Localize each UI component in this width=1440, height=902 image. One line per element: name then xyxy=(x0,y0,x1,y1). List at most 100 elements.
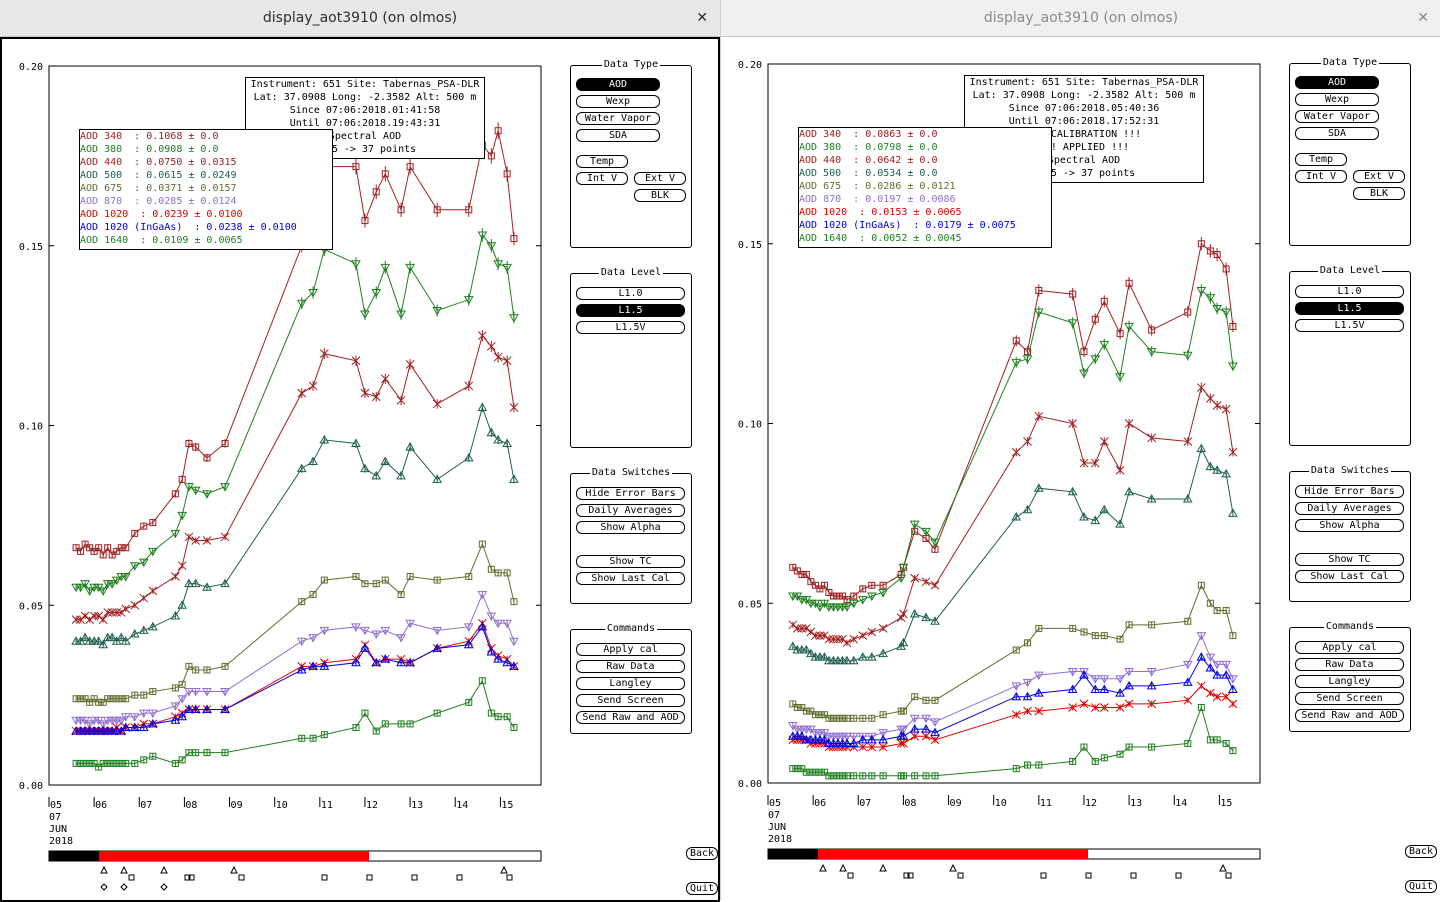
data-point xyxy=(857,732,868,742)
data-point xyxy=(1222,739,1230,747)
button-water-vapor[interactable]: Water Vapor xyxy=(1295,110,1379,123)
button-raw-data[interactable]: Raw Data xyxy=(1295,658,1404,671)
button-int-v[interactable]: Int V xyxy=(1295,170,1347,183)
close-icon[interactable]: ✕ xyxy=(1417,10,1429,26)
button-hide-error-bars[interactable]: Hide Error Bars xyxy=(1295,485,1404,498)
data-point xyxy=(502,356,512,366)
back-button[interactable]: Back xyxy=(1405,845,1437,858)
data-point xyxy=(494,713,502,721)
button-l1-5[interactable]: L1.5 xyxy=(1295,302,1404,315)
button-hide-error-bars[interactable]: Hide Error Bars xyxy=(576,487,685,500)
window-content: 0.00 0.05 0.10 0.15 0.20 05 06 07 08 09 10 11 12 13 14… xyxy=(0,37,720,902)
y-tick-label: 0.00 xyxy=(19,781,43,792)
x-tick-label: 09 xyxy=(950,798,962,809)
legend-entry: AOD 440 : 0.0750 ± 0.0315 xyxy=(80,157,237,168)
data-point xyxy=(104,759,112,767)
data-point xyxy=(850,592,858,600)
data-point xyxy=(371,657,382,667)
button-apply-cal[interactable]: Apply cal xyxy=(1295,641,1404,654)
data-point xyxy=(849,634,859,644)
data-point xyxy=(1205,393,1215,403)
data-point xyxy=(792,624,802,633)
data-point xyxy=(1205,461,1216,471)
button-l1-5[interactable]: L1.5 xyxy=(576,304,685,317)
window-title: display_aot3910 (on olmos) xyxy=(262,10,458,26)
data-point xyxy=(1079,670,1089,679)
series-line xyxy=(76,233,515,592)
close-icon[interactable]: ✕ xyxy=(696,10,708,26)
back-button[interactable]: Back xyxy=(686,847,718,860)
button-show-tc[interactable]: Show TC xyxy=(576,555,685,568)
data-point xyxy=(93,636,104,645)
button-apply-cal[interactable]: Apply cal xyxy=(576,643,685,656)
button-l1-0[interactable]: L1.0 xyxy=(1295,285,1404,298)
data-point xyxy=(850,772,858,780)
quit-button[interactable]: Quit xyxy=(686,882,718,895)
legend-entry: AOD 1640 : 0.0109 ± 0.0065 xyxy=(80,235,243,246)
series-line xyxy=(792,685,1234,748)
button-send-screen[interactable]: Send Screen xyxy=(576,694,685,707)
button-langley[interactable]: Langley xyxy=(1295,675,1404,688)
button-ext-v[interactable]: Ext V xyxy=(1353,170,1405,183)
button-l1-5v[interactable]: L1.5V xyxy=(1295,319,1404,332)
button-langley[interactable]: Langley xyxy=(576,677,685,690)
quit-button[interactable]: Quit xyxy=(1405,880,1437,893)
data-point xyxy=(477,590,488,600)
data-point xyxy=(1091,757,1099,765)
button-sda[interactable]: SDA xyxy=(1295,127,1379,140)
button-water-vapor[interactable]: Water Vapor xyxy=(576,112,660,125)
data-point xyxy=(848,732,859,742)
data-point xyxy=(878,742,888,752)
legend-entry: AOD 440 : 0.0642 ± 0.0 xyxy=(799,155,938,166)
button-daily-averages[interactable]: Daily Averages xyxy=(576,504,685,517)
button-aod[interactable]: AOD xyxy=(576,78,660,91)
data-point xyxy=(1213,606,1221,614)
data-point xyxy=(838,714,846,722)
button-send-raw-and-aod[interactable]: Send Raw and AOD xyxy=(576,711,685,724)
button-show-tc[interactable]: Show TC xyxy=(1295,553,1404,566)
data-point xyxy=(202,490,212,499)
window-titlebar[interactable]: display_aot3910 (on olmos) ✕ xyxy=(0,0,720,37)
panel-title: Data Switches xyxy=(571,467,691,479)
series-aod-500 xyxy=(71,402,519,649)
button-temp[interactable]: Temp xyxy=(1295,153,1347,166)
button-l1-0[interactable]: L1.0 xyxy=(576,287,685,300)
data-point xyxy=(116,608,126,617)
button-raw-data[interactable]: Raw Data xyxy=(576,660,685,673)
button-temp[interactable]: Temp xyxy=(576,155,628,168)
data-point xyxy=(112,608,122,617)
data-point xyxy=(192,443,200,451)
aod-chart: 0.00 0.05 0.10 0.15 0.20 05 06 07 08 09 10 11 12 13 14… xyxy=(19,62,542,891)
button-ext-v[interactable]: Ext V xyxy=(634,172,686,185)
button-show-alpha[interactable]: Show Alpha xyxy=(576,521,685,534)
button-wexp[interactable]: Wexp xyxy=(576,95,660,108)
button-aod[interactable]: AOD xyxy=(1295,76,1379,89)
button-int-v[interactable]: Int V xyxy=(576,172,628,185)
button-send-raw-and-aod[interactable]: Send Raw and AOD xyxy=(1295,709,1404,722)
data-point xyxy=(820,581,828,589)
button-send-screen[interactable]: Send Screen xyxy=(1295,692,1404,705)
button-blk[interactable]: BLK xyxy=(634,189,686,202)
window-titlebar[interactable]: display_aot3910 (on olmos) ✕ xyxy=(721,0,1440,37)
button-blk[interactable]: BLK xyxy=(1353,187,1405,200)
data-point xyxy=(185,662,193,670)
button-show-last-cal[interactable]: Show Last Cal xyxy=(1295,570,1404,583)
button-wexp[interactable]: Wexp xyxy=(1295,93,1379,106)
button-l1-5v[interactable]: L1.5V xyxy=(576,321,685,334)
button-sda[interactable]: SDA xyxy=(576,129,660,142)
panel-title: Commands xyxy=(1290,621,1410,633)
data-point xyxy=(360,643,370,652)
panel-title: Commands xyxy=(571,623,691,635)
data-point xyxy=(432,474,443,483)
data-point xyxy=(202,704,212,714)
data-point xyxy=(319,626,330,636)
data-point xyxy=(798,704,806,712)
data-point xyxy=(842,732,852,742)
data-point xyxy=(220,532,230,542)
button-show-alpha[interactable]: Show Alpha xyxy=(1295,519,1404,532)
panel-title-text: Data Type xyxy=(1320,57,1380,68)
timeline-bar[interactable] xyxy=(767,848,1261,879)
button-daily-averages[interactable]: Daily Averages xyxy=(1295,502,1404,515)
timeline-bar[interactable] xyxy=(48,850,542,891)
button-show-last-cal[interactable]: Show Last Cal xyxy=(576,572,685,585)
